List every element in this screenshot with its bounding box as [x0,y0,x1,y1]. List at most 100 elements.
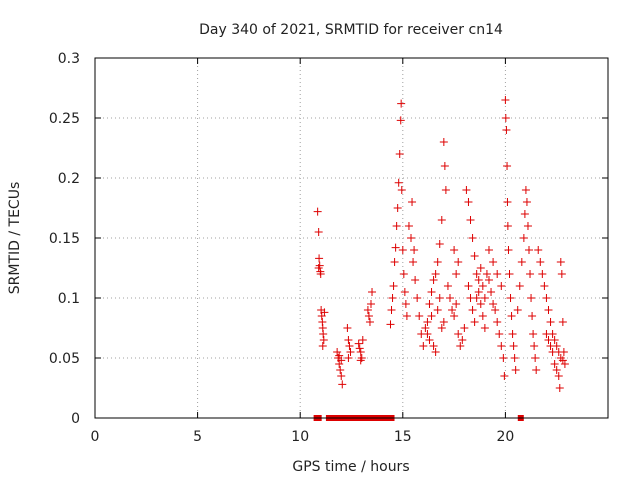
data-point [445,294,454,302]
data-point [517,258,526,266]
data-point [337,356,346,365]
data-point [505,270,514,278]
data-point [410,246,419,254]
data-point [462,186,471,194]
data-point [402,312,411,320]
data-point [431,270,440,278]
data-point [419,342,428,350]
data-point [534,246,543,254]
data-point [355,344,364,353]
data-point [435,294,444,302]
data-point [493,270,502,278]
data-point [439,138,448,146]
y-tick-label: 0.25 [49,111,80,127]
data-point [435,240,444,248]
x-tick-label: 10 [291,429,309,445]
data-point [448,306,457,314]
data-point [411,276,420,284]
data-point [515,282,524,290]
data-point [464,282,473,290]
data-point [345,342,354,350]
data-point [491,306,500,314]
data-point [443,282,452,290]
data-point [502,126,511,134]
data-point [529,330,538,338]
data-point [394,178,403,187]
data-point [454,330,463,338]
x-tick-label: 20 [496,429,514,445]
data-point [387,306,396,314]
data-point [476,264,485,272]
data-point [401,300,410,308]
data-point [337,372,346,380]
data-point [520,210,529,218]
y-axis-label: SRMTID / TECUs [7,182,23,295]
data-point [503,222,512,230]
data-point [314,228,323,236]
data-point [489,258,498,266]
data-point [550,360,559,368]
x-axis-label: GPS time / hours [292,459,409,475]
plot-frame [94,57,609,419]
data-point [344,336,353,344]
data-point [398,246,407,254]
data-point [450,246,459,254]
data-point [503,162,512,170]
data-point [558,318,567,326]
data-point [316,270,325,278]
x-tick-label: 15 [394,429,412,445]
data-point [513,306,522,314]
data-point [548,348,557,356]
data-point [407,234,416,242]
data-point [497,282,506,290]
data-point [480,324,489,332]
y-tick-label: 0.2 [58,171,80,187]
y-tick-label: 0.05 [49,351,80,367]
data-point [315,254,324,263]
data-point [522,198,531,206]
data-point [470,318,479,326]
data-point [343,324,352,332]
data-point [437,216,446,224]
data-point [452,270,461,278]
data-point [470,252,479,260]
data-point [474,288,483,296]
data-point [319,330,328,338]
chart-title: Day 340 of 2021, SRMTID for receiver cn1… [199,22,503,38]
data-point [333,348,342,356]
data-point [510,354,519,362]
data-point [458,336,467,344]
data-point [423,318,432,326]
data-point [560,360,569,368]
data-point [427,312,436,320]
data-point [313,207,322,216]
data-point [393,204,402,212]
tick-labels: 0 5 10 15 20 0 0.05 0.1 0.15 0.2 0.25 0.3 [49,51,514,445]
data-point [396,116,405,125]
y-tick-label: 0.1 [58,291,80,307]
data-point [544,336,553,344]
data-point [478,312,487,320]
data-point [542,294,551,302]
data-point [501,96,510,104]
data-point [356,348,365,356]
data-point [389,282,398,290]
data-point [466,216,475,224]
data-point [365,318,374,326]
data-point [489,300,498,308]
data-point [397,186,406,194]
data-point [431,348,440,356]
data-point [554,372,563,380]
data-point [528,312,537,320]
data-point [484,246,493,254]
data-point [503,198,512,206]
y-tick-label: 0.3 [58,51,80,67]
data-point [468,306,477,314]
data-point [390,258,399,266]
data-point [452,300,461,308]
data-point [392,222,401,230]
data-point [363,306,372,314]
data-point [413,294,422,302]
data-point [437,324,446,332]
data-point [468,234,477,242]
